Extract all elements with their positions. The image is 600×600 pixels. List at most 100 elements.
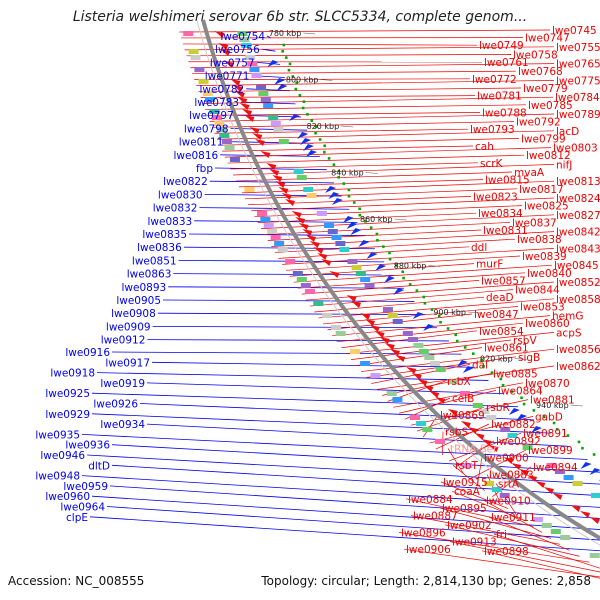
gc-dot <box>323 144 327 148</box>
gene-label-right: lwe0842 <box>556 227 600 239</box>
cog-block <box>424 355 435 360</box>
cog-block-outer <box>541 523 552 528</box>
cog-block <box>273 127 284 132</box>
cog-block-outer <box>360 361 371 366</box>
gene-label-right: lwe0838 <box>517 234 562 246</box>
gene-label-right: dal <box>472 359 488 371</box>
gc-dot <box>302 100 306 103</box>
cds-reverse-arrow <box>300 138 312 145</box>
cds-forward-arrow <box>214 31 225 38</box>
connector-left <box>96 372 489 381</box>
cds-forward-arrow <box>321 259 332 266</box>
tick-mark <box>467 311 480 314</box>
gene-label-right: lwe0870 <box>525 378 570 390</box>
cog-block <box>327 229 338 234</box>
cog-block-outer <box>244 187 255 192</box>
gc-dot <box>415 289 419 292</box>
connector-left <box>146 423 569 447</box>
cog-block-outer <box>435 439 446 444</box>
gene-label-right: lwe0824 <box>556 193 600 205</box>
gene-label-right: lwe0768 <box>518 66 563 78</box>
gene-label-right: lwe0772 <box>472 74 517 86</box>
cog-block-outer <box>229 157 240 162</box>
cds-forward-arrow <box>395 355 406 362</box>
cds-forward-arrow <box>411 373 422 380</box>
gene-label-right: lwe0840 <box>527 268 572 280</box>
connector-right <box>488 516 570 551</box>
cds-forward-arrow <box>309 241 320 248</box>
cog-block-outer <box>285 259 296 264</box>
cog-block-outer <box>211 115 222 120</box>
cog-block-outer <box>183 31 194 36</box>
cog-block <box>500 427 511 432</box>
connector-right <box>444 524 580 557</box>
tick-mark <box>303 32 316 35</box>
gene-label-right: lwe0860 <box>525 318 570 330</box>
cds-reverse-arrow <box>531 426 543 433</box>
cds-forward-arrow <box>295 217 306 224</box>
gc-dot <box>592 453 596 456</box>
tick-label: 780 kbp <box>269 29 302 38</box>
cog-block <box>572 481 583 486</box>
cog-block-outer <box>386 391 397 396</box>
connector-right <box>274 238 516 253</box>
tick-mark <box>341 125 354 128</box>
connector-right <box>233 164 555 176</box>
cog-block-outer <box>589 553 600 558</box>
gene-label-left: lwe0754 <box>220 31 265 43</box>
gene-label-right: lwe0906 <box>406 544 451 556</box>
cds-reverse-arrow <box>393 288 405 295</box>
gene-label-left: lwe0926 <box>93 399 138 411</box>
gene-label-right: rsbS <box>445 427 468 439</box>
cds-reverse-arrow <box>274 78 286 85</box>
cds-reverse-arrow <box>267 60 279 67</box>
cog-block-outer <box>410 415 421 420</box>
gene-label-right: lwe0869 <box>440 410 485 422</box>
cog-block-outer <box>313 301 324 306</box>
gene-label-right: rsbR <box>486 402 510 414</box>
cds-forward-arrow <box>535 481 546 488</box>
cog-block <box>392 319 403 324</box>
gene-label-right: lwe0915 <box>443 477 488 489</box>
gene-label-right: lwe0861 <box>484 343 529 355</box>
cds-forward-arrow <box>351 301 362 308</box>
cog-block-outer <box>205 97 216 102</box>
cds-forward-arrow <box>224 61 235 68</box>
cds-forward-arrow <box>244 115 255 122</box>
connector-left <box>199 207 350 210</box>
cog-block-outer <box>484 481 495 486</box>
cog-block <box>360 277 371 282</box>
connector-left <box>111 464 600 497</box>
tick-mark <box>365 172 378 174</box>
gc-dot <box>471 352 475 355</box>
cds-forward-arrow <box>275 181 286 188</box>
gc-dot <box>395 264 398 267</box>
cds-reverse-arrow <box>366 252 378 259</box>
cds-forward-arrow <box>232 85 243 92</box>
gc-dot <box>310 119 314 122</box>
cds-forward-arrow <box>298 223 309 230</box>
cds-forward-arrow <box>302 229 313 236</box>
connector-right <box>447 448 464 474</box>
cog-block <box>554 469 565 474</box>
gene-label-right: lwe0900 <box>484 453 529 465</box>
cog-block-outer <box>499 493 510 498</box>
connector-left <box>256 62 281 65</box>
cds-reverse-arrow <box>289 114 301 121</box>
cog-block-outer <box>224 145 235 150</box>
cog-block <box>316 211 327 216</box>
cds-reverse-arrow <box>305 150 317 157</box>
backbone-arc <box>201 19 600 541</box>
gc-dot <box>323 150 326 154</box>
cds-reverse-arrow <box>276 84 288 91</box>
map-title: Listeria welshimeri serovar 6b str. SLCC… <box>72 9 528 25</box>
cog-block <box>324 223 335 228</box>
connector-right <box>251 197 555 212</box>
gene-label-right: lwe0817 <box>519 184 564 196</box>
gene-label-left: lwe0782 <box>200 84 245 96</box>
gene-label-right: lwe0837 <box>512 217 557 229</box>
cds-reverse-arrow <box>331 198 343 205</box>
cog-block-outer <box>257 211 268 216</box>
connector-right <box>200 95 476 98</box>
tick-label: 840 kbp <box>331 169 364 178</box>
